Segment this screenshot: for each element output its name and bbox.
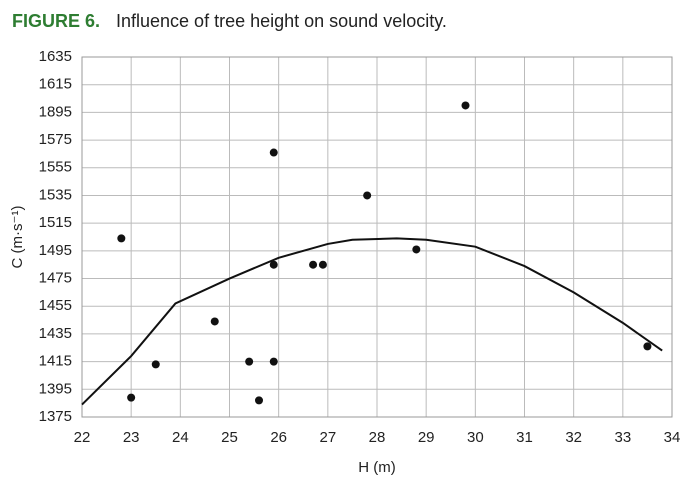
y-tick-label: 1495 [39, 242, 72, 259]
point [363, 191, 372, 200]
point [245, 357, 254, 366]
y-tick-label: 1575 [39, 131, 72, 148]
point [127, 393, 136, 402]
y-axis-label: C (m·s⁻¹) [9, 206, 26, 269]
chart-title: Influence of tree height on sound veloci… [116, 11, 447, 31]
point [412, 245, 421, 254]
y-tick-label: 1895 [39, 103, 72, 120]
point [255, 396, 263, 405]
y-tick-label: 1375 [39, 408, 72, 425]
x-tick-label: 22 [74, 429, 91, 446]
x-tick-label: 23 [123, 429, 140, 446]
point [318, 260, 327, 269]
x-tick-label: 28 [369, 429, 386, 446]
y-tick-label: 1455 [39, 297, 72, 314]
plot-frame [81, 56, 673, 418]
x-tick-label: 26 [270, 429, 287, 446]
y-tick-label: 1415 [39, 353, 72, 370]
point [309, 260, 318, 269]
figure-label: FIGURE 6. [12, 11, 100, 31]
y-tick-label: 1635 [39, 48, 72, 65]
x-tick-label: 32 [565, 429, 582, 446]
x-tick-label: 33 [614, 429, 631, 446]
y-tick-label: 1555 [39, 159, 72, 176]
x-tick-label: 34 [664, 429, 681, 446]
y-tick-label: 1475 [39, 270, 72, 287]
point [643, 342, 652, 351]
x-axis-label: H (m) [358, 459, 396, 476]
y-tick-label: 1535 [39, 186, 72, 203]
point [269, 260, 278, 269]
x-tick-label: 31 [516, 429, 533, 446]
x-tick-label: 27 [319, 429, 336, 446]
point [210, 317, 219, 326]
x-tick-label: 25 [221, 429, 238, 446]
x-tick-label: 24 [172, 429, 189, 446]
point [461, 101, 470, 110]
point [269, 148, 278, 157]
point [117, 234, 126, 243]
y-tick-label: 1435 [39, 325, 72, 342]
y-tick-label: 1515 [39, 214, 72, 231]
y-tick-label: 1615 [39, 76, 72, 93]
curve [81, 237, 663, 406]
x-tick-label: 29 [418, 429, 435, 446]
point [151, 360, 160, 369]
x-tick-label: 30 [467, 429, 484, 446]
y-tick-label: 1395 [39, 380, 72, 397]
point [269, 357, 278, 366]
